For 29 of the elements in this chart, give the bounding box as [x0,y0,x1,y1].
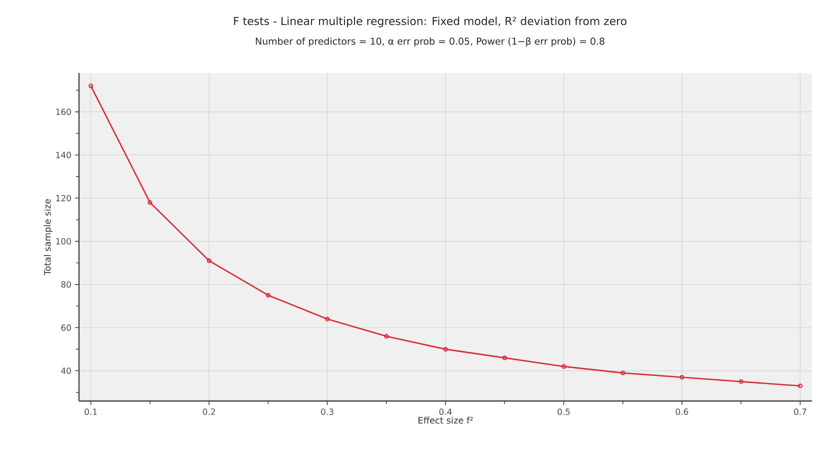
point [680,374,684,380]
x-tick-label: 0.3 [321,408,334,415]
y-tick-label: 40 [61,368,71,374]
point [206,258,212,264]
x-tick-label: 0.4 [439,408,452,415]
point [620,370,626,376]
y-tick-label: 160 [56,108,71,116]
point [738,379,744,384]
x-tick-label: 0.6 [676,408,688,415]
x-tick-label: 0.2 [202,408,215,415]
chart-subtitle: Number of predictors = 10, α err prob = 0.05, Power (1−β err prob) = 0.8 [256,37,604,47]
point [384,334,389,339]
point [266,292,270,298]
x-tick-label: 0.7 [794,408,806,415]
point [502,356,507,360]
y-tick-label: 80 [61,281,71,288]
y-tick-label: 120 [56,194,71,202]
point [324,316,330,322]
x-axis-title: Effect size f² [418,416,473,424]
point [148,200,152,205]
chart-title: F tests - Linear multiple regression: Fixed model, R² deviation from zero [234,16,626,28]
point [561,364,566,369]
x-tick-label: 0.1 [84,408,97,415]
y-axis-title: Total sample size [44,199,52,276]
y-tick-label: 140 [56,152,71,158]
y-tick-label: 100 [56,238,71,245]
y-tick-label: 60 [61,324,71,331]
point [443,346,448,352]
x-tick-label: 0.5 [558,408,570,415]
